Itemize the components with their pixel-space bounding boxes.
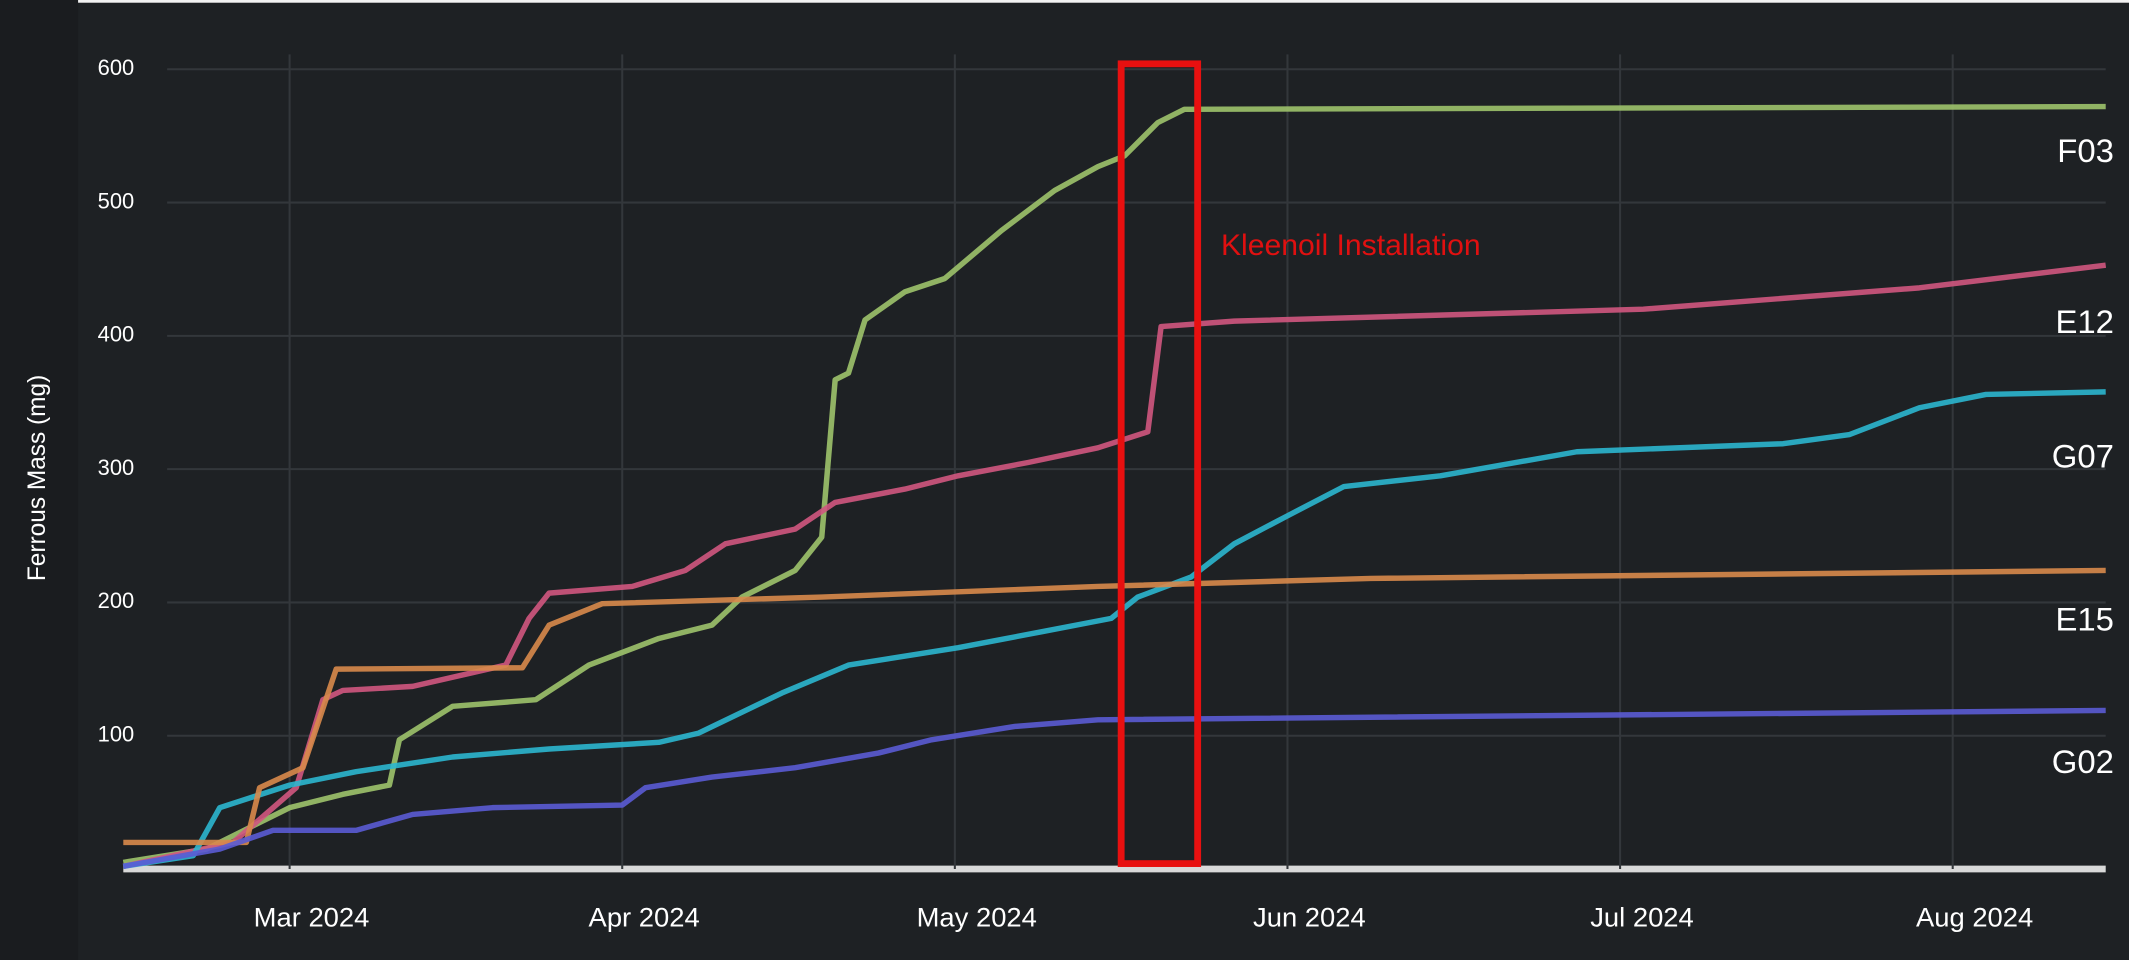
series-line [123, 567, 2106, 846]
series-label: G07 [2052, 438, 2114, 475]
x-tick-label: Apr 2024 [589, 902, 700, 933]
y-tick-label: 300 [98, 455, 135, 480]
y-tick-label: 500 [98, 188, 135, 213]
left-strip [0, 0, 79, 960]
y-tick-label: 400 [98, 322, 135, 347]
series-line [122, 103, 2106, 866]
x-tick-label: Jul 2024 [1590, 902, 1694, 933]
series-line [122, 389, 2106, 869]
series-line [122, 707, 2106, 869]
series-label: F03 [2057, 132, 2114, 169]
y-tick-label: 200 [98, 588, 135, 613]
x-tick-label: Aug 2024 [1916, 902, 2033, 933]
y-tick-label: 100 [98, 722, 135, 747]
y-tick-label: 600 [98, 55, 135, 80]
x-tick-label: May 2024 [917, 902, 1037, 933]
series-label: E12 [2055, 303, 2113, 340]
series-line [122, 262, 2107, 869]
x-tick-label: Mar 2024 [254, 902, 370, 933]
x-tick-label: Jun 2024 [1253, 902, 1366, 933]
highlight-box [1117, 60, 1202, 867]
y-axis-label: Ferrous Mass (mg) [24, 375, 51, 581]
series-label: G02 [2052, 743, 2114, 780]
top-strip [78, 0, 2129, 3]
series-label: E15 [2055, 601, 2113, 638]
annotation: Kleenoil Installation [1221, 229, 1481, 262]
